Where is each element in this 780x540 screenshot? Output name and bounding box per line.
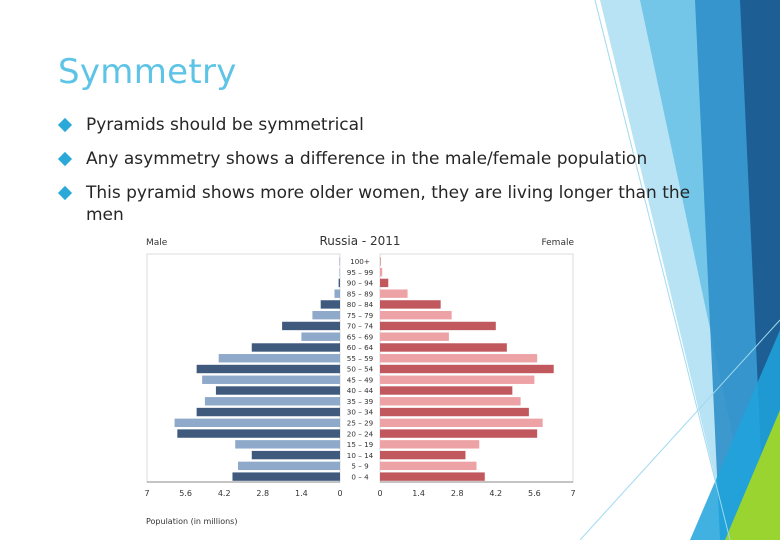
age-group-label: 90 – 94 (347, 279, 374, 288)
x-tick-label: 7 (144, 489, 149, 498)
female-bar (380, 386, 513, 395)
x-tick-label: 2.8 (256, 489, 269, 498)
diamond-bullet-icon (57, 185, 73, 201)
x-tick-label: 5.6 (179, 489, 192, 498)
age-group-label: 55 – 59 (347, 354, 374, 363)
female-bar (380, 418, 543, 428)
male-bar (339, 267, 340, 277)
female-bar (380, 364, 554, 374)
male-bar (251, 343, 340, 352)
bullet-item: Any asymmetry shows a difference in the … (57, 148, 698, 170)
x-tick-label: 4.2 (218, 489, 231, 498)
female-bar (380, 375, 535, 384)
female-bar (380, 321, 496, 331)
age-group-label: 60 – 64 (347, 343, 374, 352)
female-bar (380, 310, 452, 320)
female-bar (380, 278, 389, 288)
slide-title: Symmetry (58, 52, 237, 92)
male-bar (312, 310, 340, 320)
male-bar (202, 375, 340, 384)
x-tick-label: 1.4 (295, 489, 308, 498)
x-tick-label: 0 (377, 489, 382, 498)
age-group-label: 100+ (350, 257, 370, 266)
age-group-label: 0 – 4 (351, 472, 369, 481)
female-bar (380, 257, 381, 266)
age-group-label: 50 – 54 (347, 365, 374, 374)
male-bar (237, 461, 340, 471)
age-group-label: 40 – 44 (347, 386, 374, 395)
male-bar (218, 354, 340, 363)
male-bar (177, 429, 340, 438)
male-bar (235, 440, 340, 449)
x-tick-label: 0 (337, 489, 342, 498)
diamond-bullet-icon (57, 151, 73, 167)
female-bar (380, 354, 538, 363)
bullet-list: Pyramids should be symmetrical Any asymm… (57, 114, 698, 238)
age-group-label: 10 – 14 (347, 451, 374, 460)
male-bar (282, 321, 340, 331)
x-tick-label: 2.8 (451, 489, 464, 498)
bullet-text: Pyramids should be symmetrical (86, 115, 364, 135)
bullet-item: This pyramid shows more older women, the… (57, 182, 698, 226)
male-bar (232, 472, 340, 481)
male-label: Male (146, 238, 168, 248)
female-bar (380, 407, 529, 417)
bullet-text: Any asymmetry shows a difference in the … (86, 149, 648, 169)
age-group-label: 75 – 79 (347, 311, 374, 320)
male-bar (320, 300, 340, 309)
male-bar (334, 289, 340, 298)
age-group-label: 35 – 39 (347, 397, 374, 406)
bullet-item: Pyramids should be symmetrical (57, 114, 698, 136)
female-bar (380, 397, 521, 406)
x-tick-label: 1.4 (412, 489, 425, 498)
female-bar (380, 461, 477, 471)
female-label: Female (541, 238, 574, 248)
male-bar (215, 386, 340, 395)
age-group-label: 15 – 19 (347, 440, 374, 449)
age-group-label: 65 – 69 (347, 332, 374, 341)
female-bar (380, 472, 485, 481)
male-bar (301, 332, 340, 341)
decorative-shapes (580, 0, 780, 540)
age-group-label: 95 – 99 (347, 268, 374, 277)
male-bar (204, 397, 340, 406)
x-tick-label: 4.2 (489, 489, 502, 498)
male-bar (196, 364, 340, 374)
x-axis-label: Population (in millions) (146, 517, 237, 526)
female-bar (380, 450, 466, 460)
female-bar (380, 289, 408, 298)
age-group-label: 70 – 74 (347, 322, 374, 331)
male-bar (174, 418, 340, 428)
age-group-label: 20 – 24 (347, 429, 374, 438)
population-pyramid-chart: Male Russia - 2011 Female Population (in… (144, 234, 575, 526)
female-bar (380, 429, 538, 438)
male-bar (196, 407, 340, 417)
age-group-label: 45 – 49 (347, 375, 374, 384)
male-bar (251, 450, 340, 460)
age-group-label: 25 – 29 (347, 419, 374, 428)
female-bar (380, 300, 441, 309)
age-group-label: 85 – 89 (347, 289, 374, 298)
age-group-label: 30 – 34 (347, 408, 374, 417)
age-group-label: 5 – 9 (351, 462, 369, 471)
bullet-text: This pyramid shows more older women, the… (86, 183, 691, 225)
female-bar (380, 267, 383, 277)
female-bar (380, 343, 507, 352)
age-group-label: 80 – 84 (347, 300, 374, 309)
chart-title: Russia - 2011 (319, 234, 400, 248)
male-bar (338, 278, 340, 288)
diamond-bullet-icon (57, 117, 73, 133)
female-bar (380, 440, 480, 449)
x-tick-label: 7 (570, 489, 575, 498)
x-tick-label: 5.6 (528, 489, 541, 498)
female-bar (380, 332, 449, 341)
